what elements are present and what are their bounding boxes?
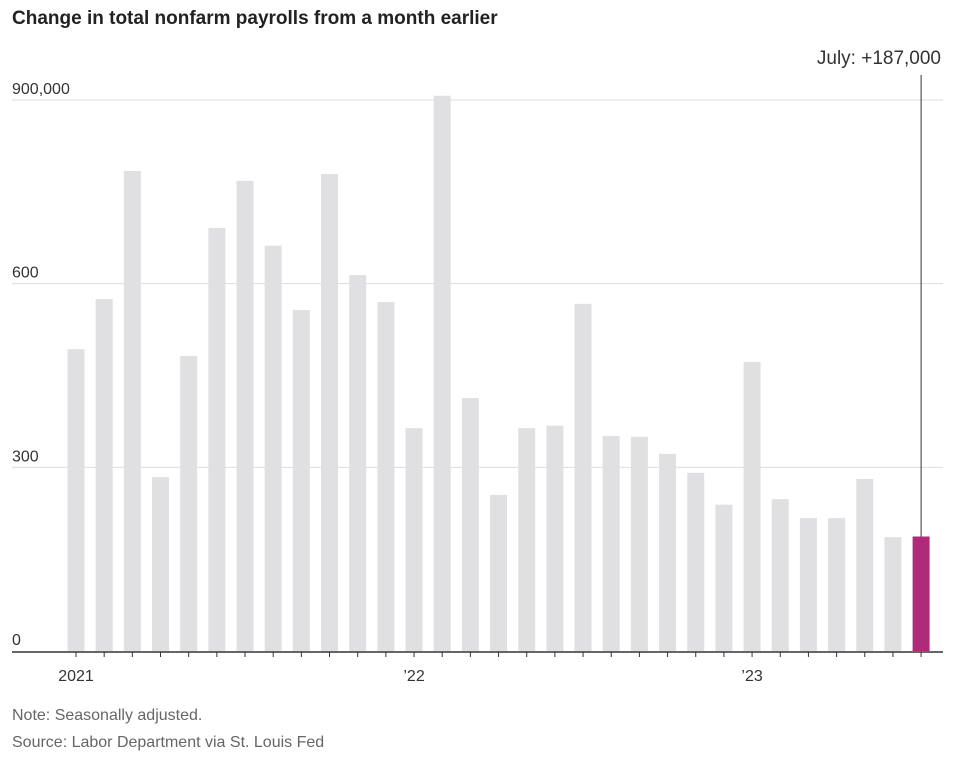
bar-chart: 0 300 600 900,000 2021 ’22 ’23 July: +187,000 [12,48,943,685]
x-tick-label: ’22 [403,668,424,685]
bar [574,303,592,651]
chart-title: Change in total nonfarm payrolls from a … [12,8,498,29]
bar [180,355,198,651]
bar [912,536,930,651]
bar [292,309,310,651]
bar [123,171,141,652]
y-tick-label: 300 [12,448,39,465]
chart-source: Source: Labor Department via St. Louis F… [12,734,325,751]
bar [884,537,902,651]
bar [67,349,85,651]
bar [630,436,648,651]
bar [95,298,113,651]
bar [405,428,423,651]
x-tick-label: ’23 [741,668,762,685]
bar [546,425,564,651]
bar [743,362,761,651]
x-tick-label: 2021 [58,668,94,685]
bar [799,518,817,651]
y-tick-label: 600 [12,265,39,282]
bar [715,504,733,651]
bar [264,245,282,651]
bar [602,436,620,651]
bar [461,398,479,651]
bar [828,518,846,651]
bar [377,302,395,651]
bar [152,477,170,651]
bar [321,174,339,651]
bar [208,227,226,651]
bar [490,494,508,651]
bar [518,428,536,651]
bar [687,472,705,651]
annotation-label: July: +187,000 [817,48,941,69]
y-tick-label: 900,000 [12,81,70,98]
bar [349,275,367,651]
bar [236,180,254,651]
bar [433,95,451,651]
chart-note: Note: Seasonally adjusted. [12,707,203,724]
bar [659,453,677,651]
bar [856,478,874,651]
bar [771,499,789,651]
y-tick-label: 0 [12,632,21,649]
